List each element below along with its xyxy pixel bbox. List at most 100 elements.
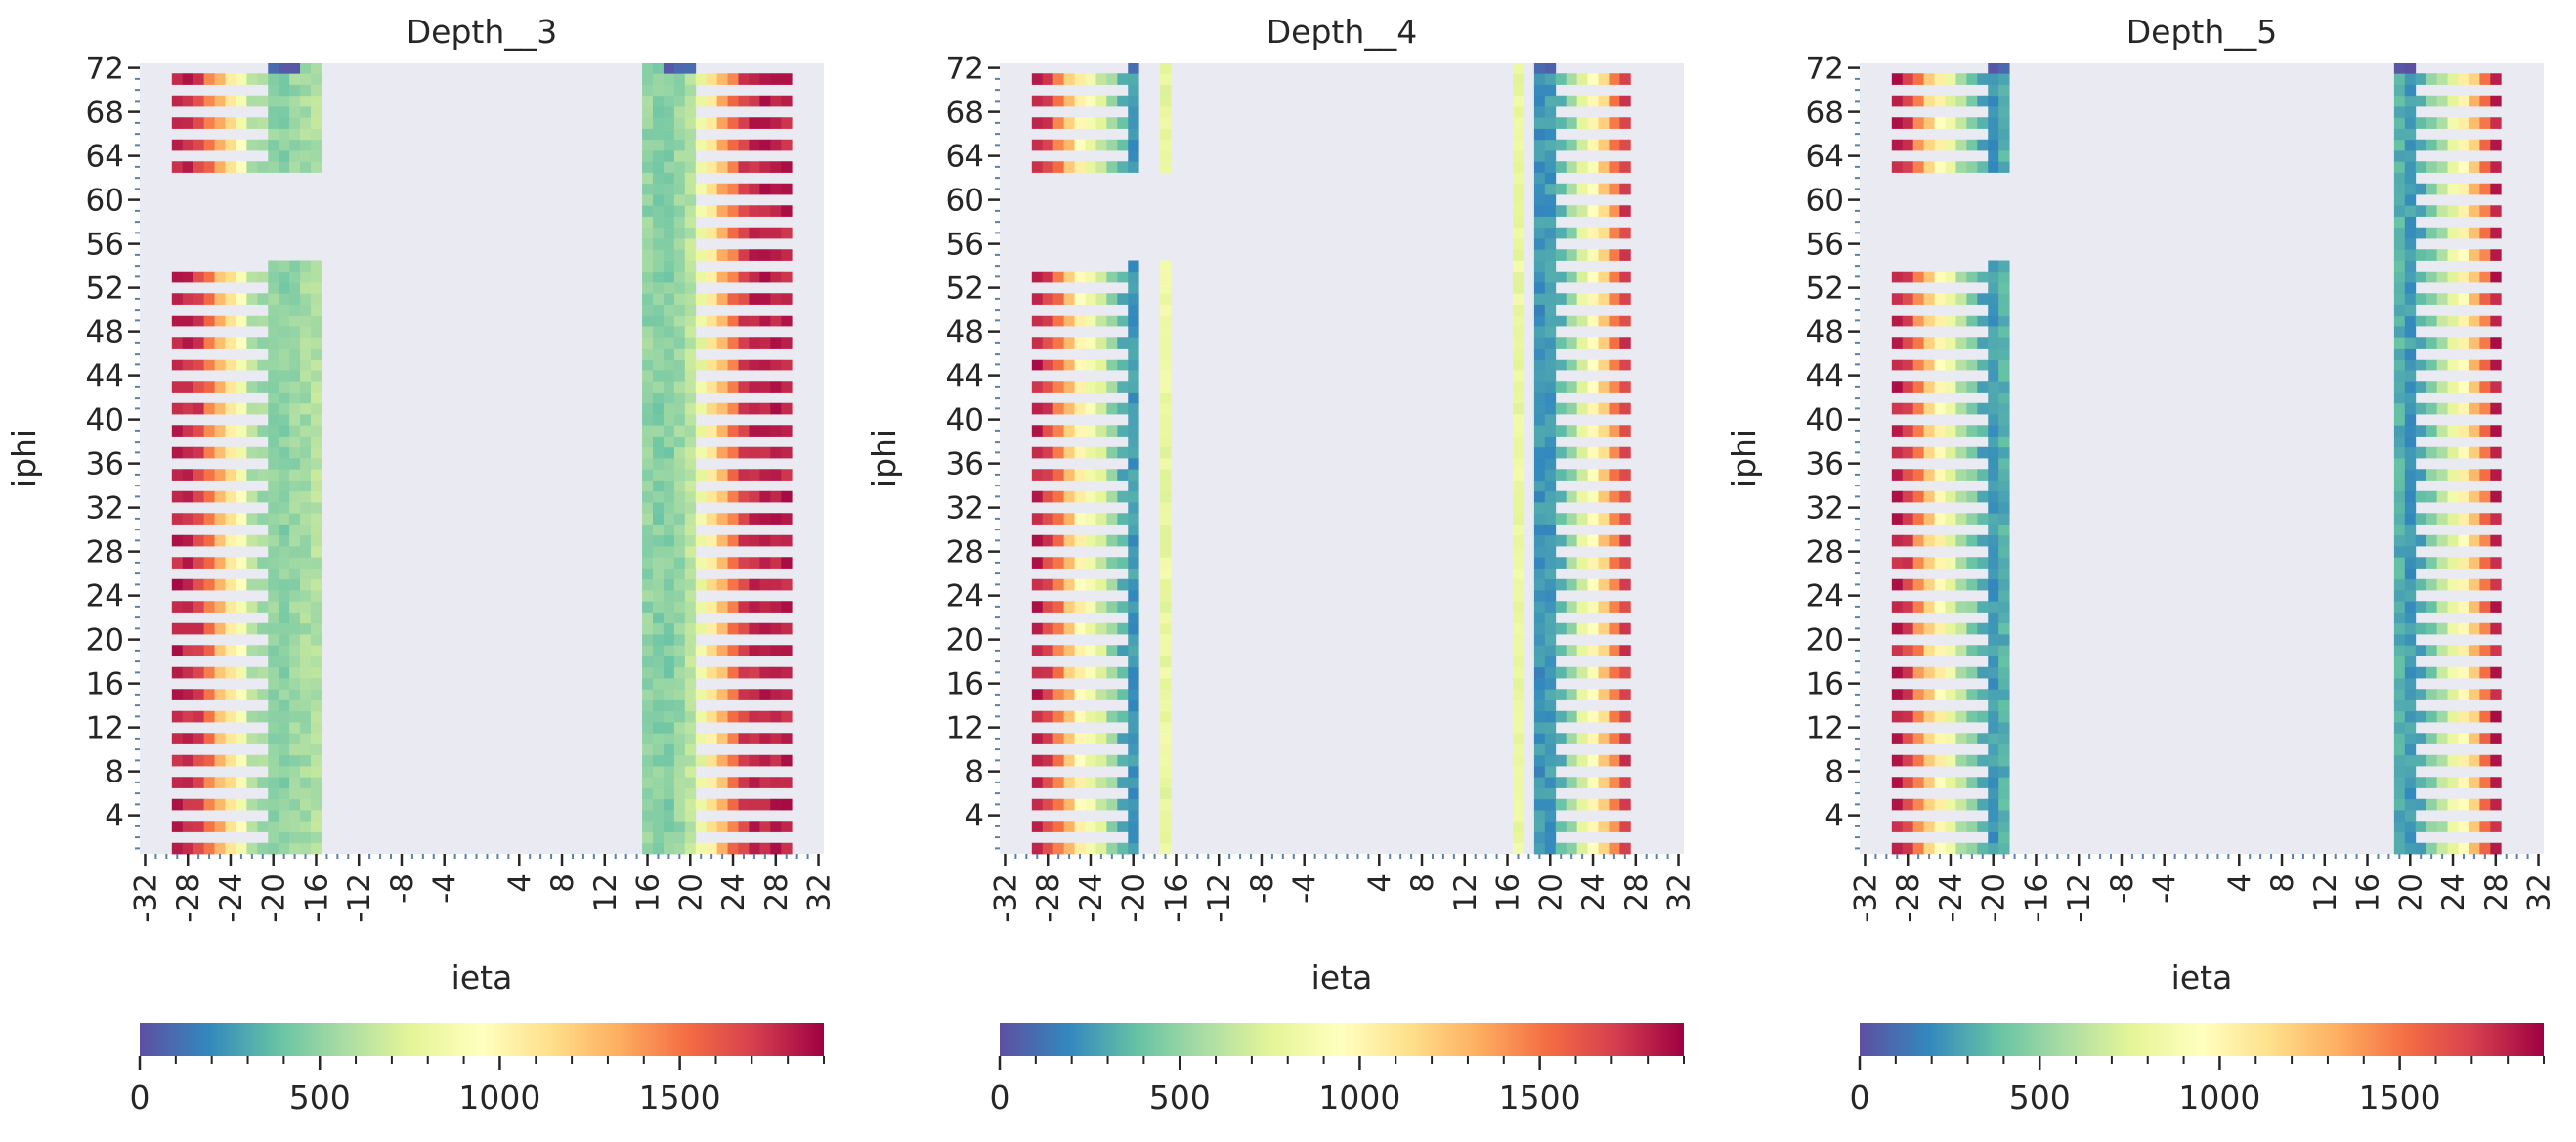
heatmap-cell	[1052, 359, 1065, 371]
heatmap-cell	[1513, 227, 1524, 239]
heatmap-cell	[225, 578, 236, 591]
heatmap-cell	[1095, 689, 1107, 700]
heatmap-cell	[684, 172, 697, 185]
heatmap-cell	[706, 425, 718, 437]
heatmap-cell	[2447, 139, 2459, 151]
heatmap-cell	[706, 513, 718, 525]
heatmap-cell	[1533, 502, 1546, 514]
heatmap-cell	[716, 798, 728, 811]
heatmap-cell	[268, 84, 279, 97]
heatmap-cell	[727, 754, 739, 767]
heatmap-cell	[781, 842, 793, 855]
heatmap-cell	[1095, 754, 1107, 767]
heatmap-cell	[2436, 95, 2448, 107]
heatmap-cell	[311, 622, 322, 635]
heatmap-cell	[1544, 754, 1557, 767]
heatmap-cell	[1128, 689, 1139, 700]
heatmap-cell	[2393, 370, 2406, 382]
heatmap-cell	[1544, 150, 1557, 162]
heatmap-cell	[770, 469, 782, 481]
heatmap-cell	[279, 524, 290, 536]
heatmap-cell	[1513, 402, 1524, 415]
heatmap-cell	[1085, 601, 1096, 613]
heatmap-cell	[695, 821, 708, 832]
heatmap-cell	[2426, 161, 2438, 173]
heatmap-cell	[1544, 73, 1557, 85]
heatmap-cell	[1533, 710, 1546, 723]
heatmap-cell	[193, 601, 205, 613]
y-tick-label: 44	[946, 360, 984, 395]
heatmap-cell	[653, 73, 665, 85]
heatmap-cell	[653, 150, 665, 162]
heatmap-cell	[2404, 590, 2417, 602]
heatmap-cell	[311, 534, 322, 547]
heatmap-cell	[1988, 458, 1999, 470]
heatmap-cell	[279, 722, 290, 734]
heatmap-cell	[257, 733, 269, 744]
heatmap-cell	[2490, 666, 2502, 679]
heatmap-cell	[684, 622, 697, 635]
heatmap-cell	[1977, 490, 1989, 503]
heatmap-cell	[1544, 205, 1557, 217]
heatmap-cell	[1085, 557, 1096, 569]
heatmap-cell	[1566, 271, 1578, 283]
heatmap-cell	[300, 161, 312, 173]
heatmap-cell	[1977, 798, 1989, 811]
heatmap-cell	[300, 282, 312, 294]
heatmap-cell	[1966, 139, 1978, 151]
heatmap-cell	[289, 128, 301, 141]
heatmap-cell	[1998, 150, 2010, 162]
heatmap-cell	[684, 557, 697, 569]
heatmap-cell	[2447, 161, 2459, 173]
heatmap-cell	[1977, 402, 1989, 415]
heatmap-cell	[1609, 754, 1620, 767]
heatmap-cell	[279, 689, 290, 700]
heatmap-cell	[1031, 490, 1044, 503]
heatmap-cell	[1902, 842, 1914, 855]
y-tick-label: 72	[1806, 52, 1844, 87]
heatmap-cell	[653, 534, 665, 547]
heatmap-cell	[653, 216, 665, 229]
heatmap-cell	[642, 392, 654, 404]
heatmap-cell	[1912, 73, 1925, 85]
heatmap-cell	[1544, 831, 1557, 844]
heatmap-cell	[236, 490, 247, 503]
heatmap-cell	[653, 634, 665, 646]
heatmap-cell	[716, 601, 728, 613]
heatmap-cell	[1576, 95, 1588, 107]
heatmap-cell	[279, 315, 290, 327]
y-tick-label: 52	[946, 272, 984, 307]
heatmap-cell	[749, 798, 760, 811]
heatmap-cell	[684, 754, 697, 767]
heatmap-cell	[1988, 63, 1999, 74]
heatmap-cell	[257, 777, 269, 788]
heatmap-cell	[182, 710, 194, 723]
heatmap-cell	[749, 402, 760, 415]
heatmap-cell	[1106, 359, 1118, 371]
heatmap-cell	[1533, 622, 1546, 635]
heatmap-cell	[2404, 139, 2417, 151]
heatmap-cell	[1966, 689, 1978, 700]
heatmap-cell	[300, 699, 312, 712]
heatmap-cell	[1128, 414, 1139, 426]
heatmap-cell	[1988, 106, 1999, 118]
heatmap-cell	[1085, 337, 1096, 349]
heatmap-cell	[663, 469, 675, 481]
heatmap-cell	[663, 436, 675, 448]
heatmap-cell	[300, 84, 312, 97]
heatmap-cell	[1619, 821, 1631, 832]
heatmap-cell	[1998, 446, 2010, 459]
heatmap-cell	[1955, 601, 1967, 613]
heatmap-cell	[1902, 710, 1914, 723]
heatmap-cell	[2393, 348, 2406, 360]
heatmap-cell	[1955, 733, 1967, 744]
heatmap-cell	[673, 601, 686, 613]
heatmap-cell	[1095, 798, 1107, 811]
heatmap-cell	[1923, 469, 1935, 481]
heatmap-cell	[300, 260, 312, 273]
heatmap-cell	[1031, 161, 1044, 173]
heatmap-cell	[246, 513, 258, 525]
heatmap-cell	[1945, 821, 1956, 832]
heatmap-cell	[2415, 205, 2427, 217]
heatmap-cell	[1533, 469, 1546, 481]
